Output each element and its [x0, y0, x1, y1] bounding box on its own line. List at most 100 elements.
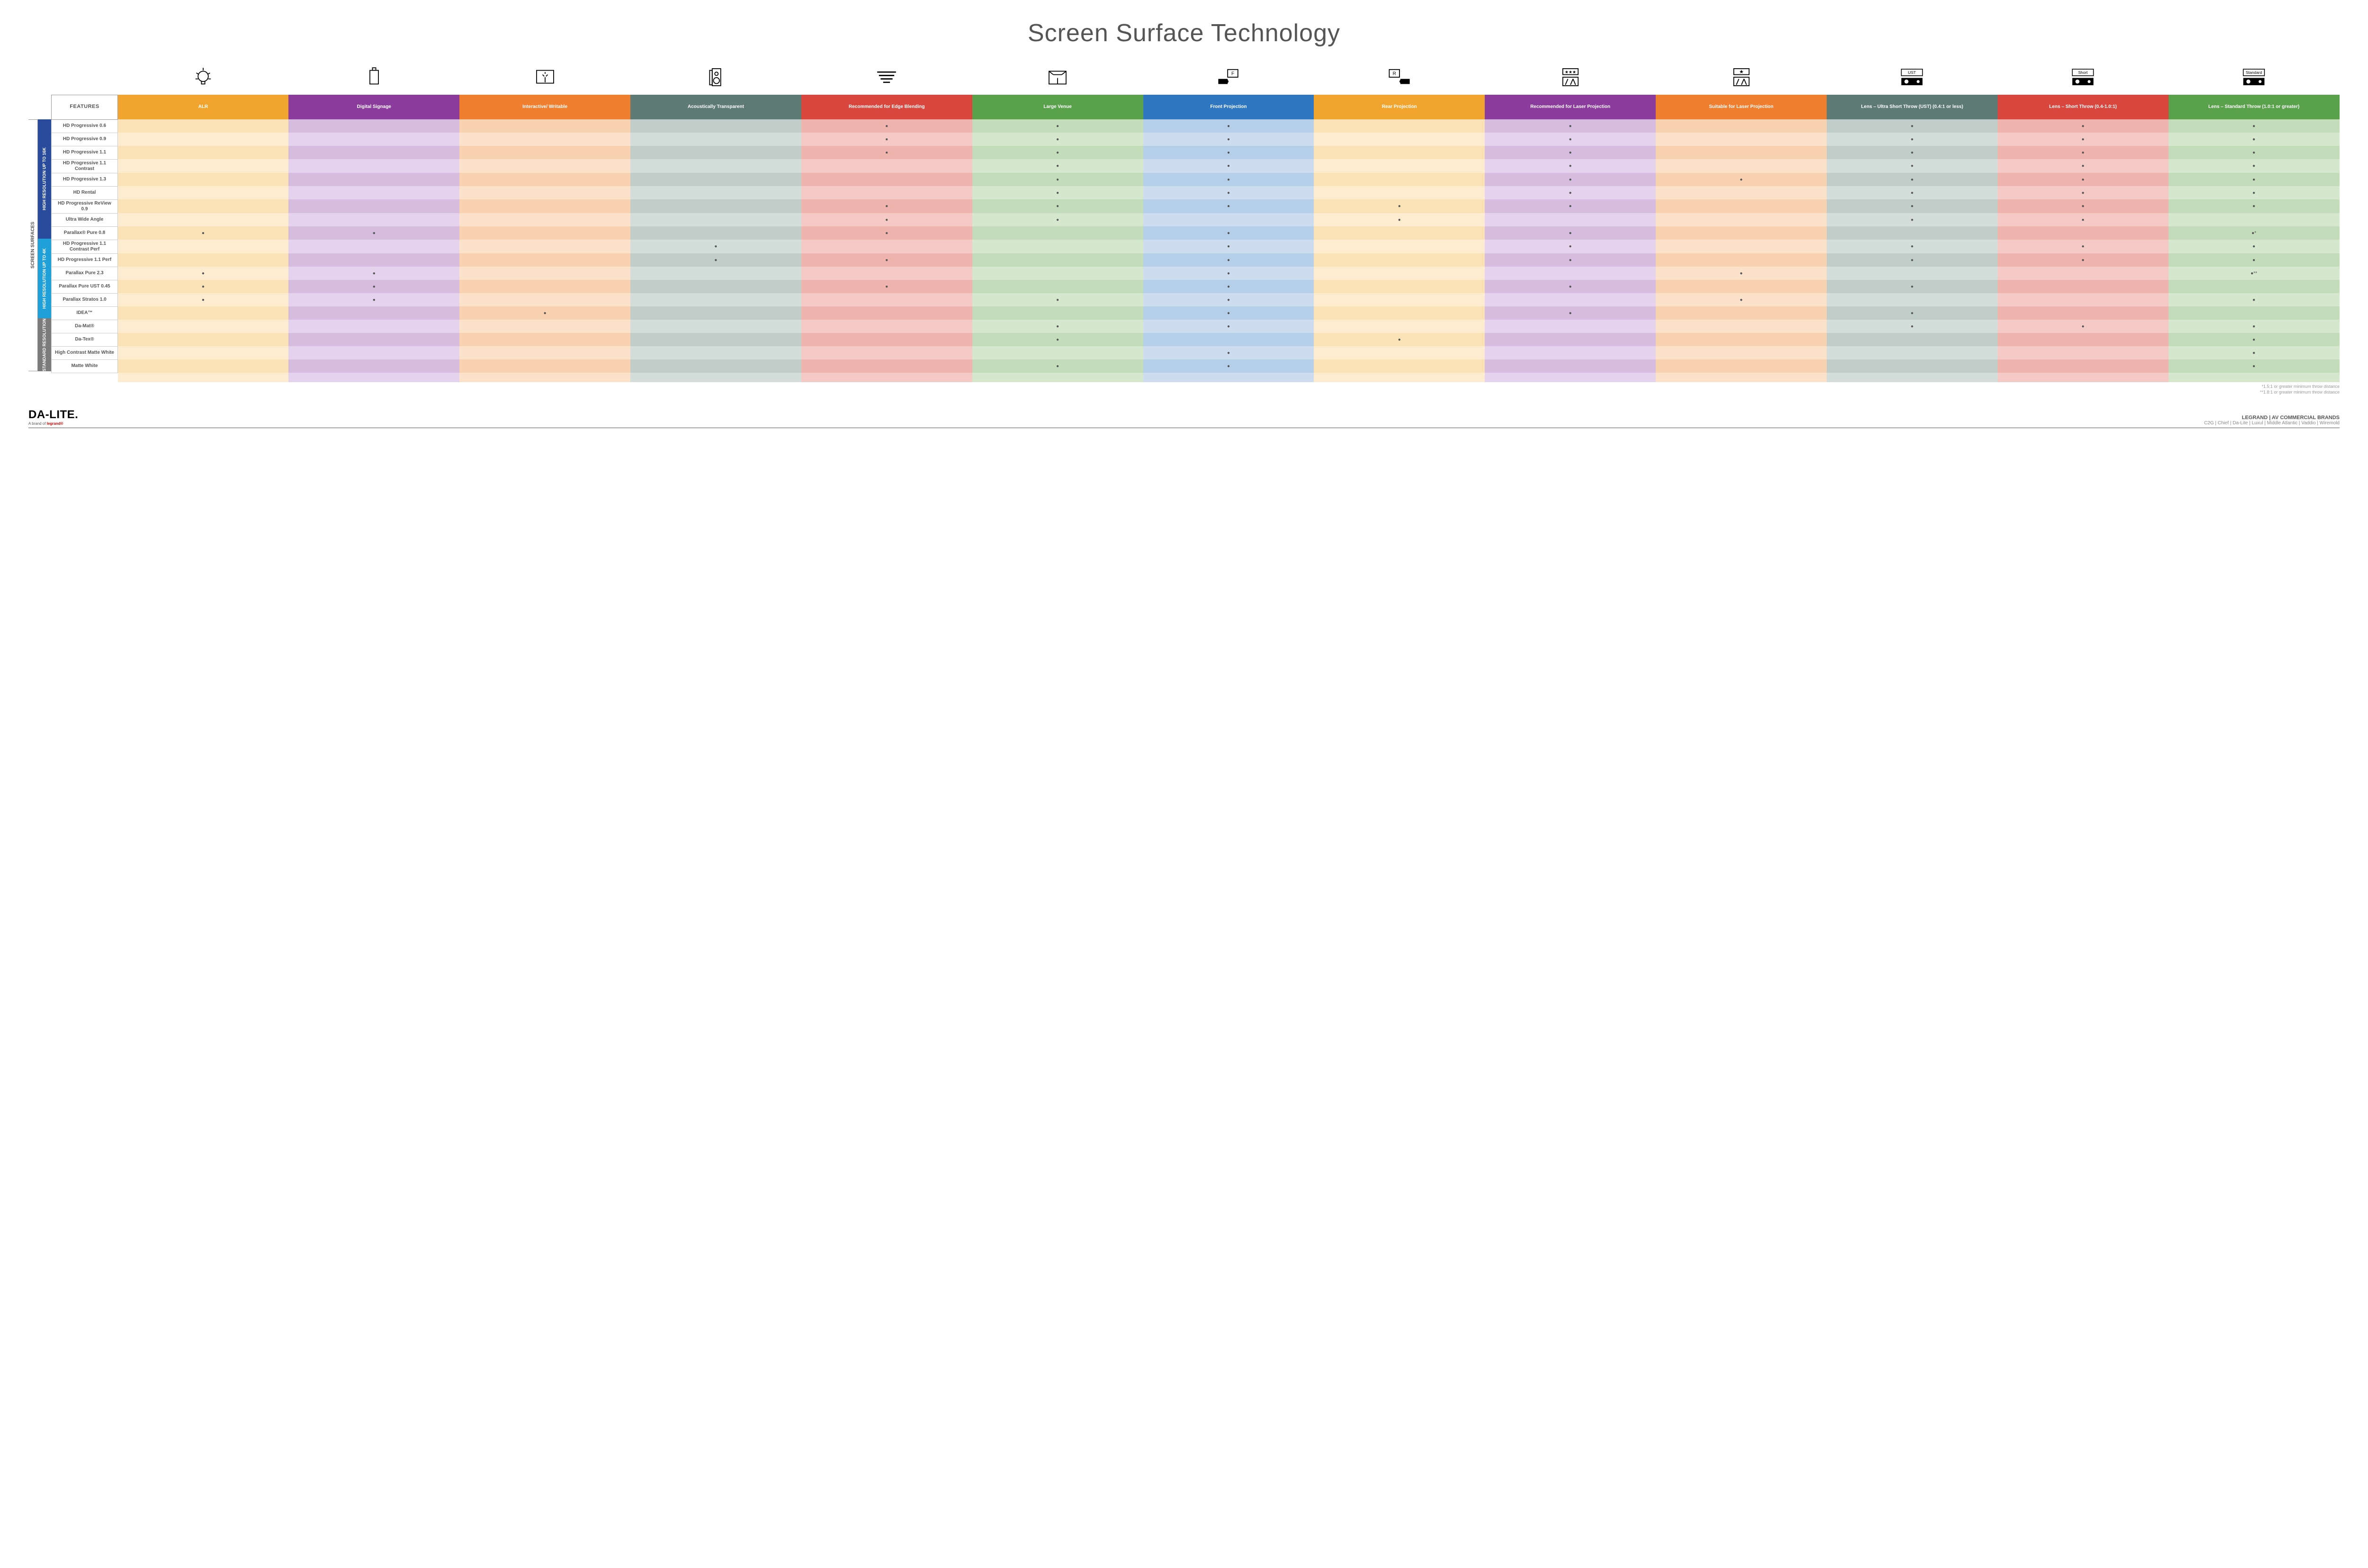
surface-row-label: Ultra Wide Angle [52, 213, 118, 226]
matrix-cell [972, 133, 1143, 146]
matrix-cell [459, 133, 630, 146]
matrix-cell [1143, 159, 1314, 173]
matrix-cell [2169, 133, 2340, 146]
matrix-cell [118, 146, 289, 159]
matrix-cell [1998, 346, 2169, 359]
matrix-cell [288, 146, 459, 159]
page-footer: DA-LITE. A brand of legrand® LEGRAND | A… [28, 408, 2340, 428]
row-group-label: HIGH RESOLUTION UP TO 16K [38, 119, 51, 239]
matrix-cell [1314, 280, 1485, 293]
matrix-cell [630, 293, 801, 306]
matrix-cell [459, 320, 630, 333]
surface-row-label: HD Progressive ReView 0.9 [52, 199, 118, 213]
matrix-cell [1485, 280, 1656, 293]
matrix-cell [1143, 199, 1314, 213]
surface-row-label: HD Progressive 0.6 [52, 119, 118, 133]
matrix-cell [630, 213, 801, 226]
matrix-cell [459, 240, 630, 253]
matrix-cell [1998, 226, 2169, 240]
matrix-cell [1827, 333, 1998, 346]
feature-header: Acoustically Transparent [630, 95, 801, 119]
matrix-cell [630, 240, 801, 253]
matrix-cell [1827, 280, 1998, 293]
matrix-cell [1485, 186, 1656, 199]
svg-text:Short: Short [2078, 70, 2088, 75]
matrix-cell [801, 173, 972, 186]
matrix-cell [630, 159, 801, 173]
matrix-cell [972, 240, 1143, 253]
feature-icon [972, 62, 1143, 95]
matrix-cell [1314, 173, 1485, 186]
matrix-cell [801, 240, 972, 253]
brand-logo: DA-LITE. A brand of legrand® [28, 408, 78, 426]
matrix-cell [1998, 133, 2169, 146]
matrix-cell [118, 320, 289, 333]
matrix-cell [972, 306, 1143, 320]
matrix-cell [2169, 199, 2340, 213]
matrix-cell [1314, 346, 1485, 359]
row-group-label: STANDARD RESOLUTION [38, 318, 51, 371]
matrix-cell [630, 173, 801, 186]
surface-row-label: HD Progressive 1.1 Perf [52, 253, 118, 267]
surface-row-label: HD Progressive 1.1 [52, 146, 118, 159]
matrix-cell [1827, 146, 1998, 159]
matrix-cell [1827, 267, 1998, 280]
matrix-cell [1827, 346, 1998, 359]
matrix-cell [288, 199, 459, 213]
matrix-cell [1143, 119, 1314, 133]
matrix-cell [801, 133, 972, 146]
matrix-cell [459, 293, 630, 306]
matrix-cell [2169, 173, 2340, 186]
matrix-cell [630, 306, 801, 320]
feature-icon: UST [1827, 62, 1998, 95]
matrix-cell [288, 186, 459, 199]
matrix-cell [1485, 146, 1656, 159]
feature-matrix: FR★★★★USTShortStandardFEATURESALRDigital… [51, 62, 2340, 382]
matrix-cell [801, 333, 972, 346]
matrix-cell [118, 280, 289, 293]
matrix-cell [1656, 320, 1827, 333]
matrix-cell [801, 293, 972, 306]
matrix-cell [1827, 133, 1998, 146]
matrix-cell [1998, 267, 2169, 280]
matrix-cell [1485, 133, 1656, 146]
feature-icon [288, 62, 459, 95]
matrix-cell [630, 226, 801, 240]
matrix-cell [1314, 186, 1485, 199]
page-title: Screen Surface Technology [28, 19, 2340, 47]
matrix-cell [1656, 359, 1827, 373]
matrix-cell [288, 253, 459, 267]
footnote-block: *1.5:1 or greater minimum throw distance… [51, 384, 2340, 395]
matrix-cell [1656, 346, 1827, 359]
logo-sub: A brand of legrand® [28, 421, 78, 426]
feature-icon: Standard [2169, 62, 2340, 95]
matrix-cell [801, 253, 972, 267]
feature-header: Rear Projection [1314, 95, 1485, 119]
matrix-cell [801, 320, 972, 333]
logo-main: DA-LITE. [28, 408, 78, 421]
matrix-cell: ●** [2169, 267, 2340, 280]
svg-text:★: ★ [1739, 69, 1744, 74]
matrix-cell [972, 333, 1143, 346]
matrix-cell [801, 267, 972, 280]
matrix-cell [1314, 359, 1485, 373]
feature-header: Interactive/ Writable [459, 95, 630, 119]
matrix-cell [1827, 320, 1998, 333]
matrix-cell [2169, 293, 2340, 306]
matrix-cell [1485, 320, 1656, 333]
matrix-cell [118, 253, 289, 267]
matrix-cell [288, 173, 459, 186]
matrix-cell [801, 186, 972, 199]
matrix-cell [288, 159, 459, 173]
matrix-cell [1485, 240, 1656, 253]
matrix-cell [1314, 146, 1485, 159]
surface-row-label: IDEA™ [52, 306, 118, 320]
matrix-cell [1998, 240, 2169, 253]
matrix-cell [1998, 119, 2169, 133]
matrix-cell [630, 320, 801, 333]
matrix-cell [2169, 119, 2340, 133]
features-header: FEATURES [52, 95, 118, 119]
matrix-cell [1998, 280, 2169, 293]
matrix-cell [1827, 213, 1998, 226]
matrix-cell [630, 146, 801, 159]
